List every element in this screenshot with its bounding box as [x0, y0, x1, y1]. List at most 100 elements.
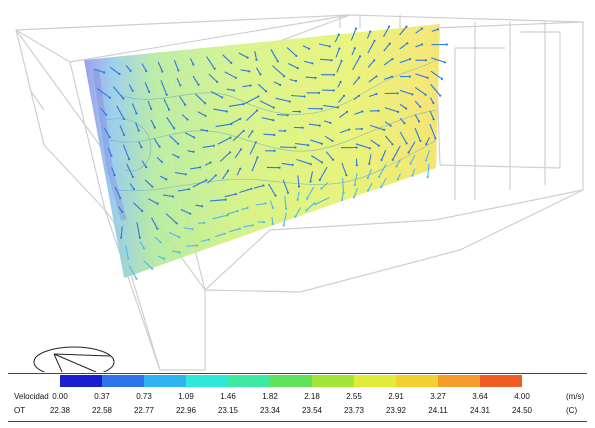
velocity-vector: [111, 167, 116, 176]
velocity-vector-head: [145, 69, 148, 73]
velocity-vector: [399, 89, 413, 95]
velocity-vector-head: [138, 236, 141, 239]
velocity-vector-head: [366, 176, 369, 180]
velocity-vector: [268, 183, 276, 196]
velocity-vector: [238, 52, 248, 59]
velocity-vector-head: [228, 151, 232, 154]
velocity-vector-head: [204, 102, 207, 105]
velocity-tick-label: 1.82: [262, 392, 278, 401]
velocity-vector: [384, 135, 393, 145]
velocity-vector: [210, 91, 223, 98]
velocity-vector-head: [417, 120, 421, 123]
velocity-vector-head: [248, 70, 251, 73]
velocity-vector: [308, 123, 320, 127]
velocity-vector: [273, 81, 281, 86]
velocity-vector: [97, 88, 111, 99]
legend-table: Velocidad 0.00 0.37 0.73 1.09 1.46 1.82 2.18 2.…: [0, 372, 595, 428]
velocity-vector-head: [221, 96, 224, 99]
velocity-vector: [318, 43, 330, 47]
velocity-vector: [243, 224, 253, 228]
velocity-vector-head: [380, 185, 383, 189]
velocity-tick-label: 2.18: [304, 392, 320, 401]
velocity-vector: [384, 121, 392, 127]
velocity-vector-head: [331, 139, 334, 142]
velocity-vector: [228, 103, 244, 107]
velocity-vector-head: [337, 33, 340, 36]
velocity-vector: [325, 151, 334, 161]
velocity-vector: [295, 142, 309, 146]
velocity-tick-label: 0.73: [136, 392, 152, 401]
velocity-vector: [128, 84, 134, 92]
velocity-vector-head: [296, 67, 299, 70]
velocity-vector-head: [321, 161, 324, 164]
color-swatch: [480, 375, 522, 387]
room-scene: [15, 14, 584, 372]
velocity-vector-head: [105, 113, 108, 116]
velocity-vector: [415, 43, 423, 48]
velocity-vector: [309, 171, 314, 182]
velocity-vector: [311, 155, 323, 163]
velocity-vector: [369, 124, 385, 131]
velocity-vector-head: [353, 184, 356, 187]
color-swatch: [102, 375, 144, 387]
velocity-vector: [177, 188, 190, 192]
velocity-vector-head: [403, 122, 406, 125]
velocity-vector: [154, 236, 161, 243]
velocity-vector: [399, 131, 408, 144]
velocity-vector-head: [303, 95, 306, 98]
velocity-vector-head: [375, 92, 378, 96]
velocity-vector-head: [230, 61, 233, 64]
velocity-tick-label: 4.00: [514, 392, 530, 401]
velocity-vector: [334, 34, 340, 43]
velocity-vector-head: [278, 166, 281, 169]
velocity-vector: [272, 65, 285, 77]
velocity-vector: [197, 111, 206, 117]
velocity-unit: (m/s): [566, 392, 585, 401]
velocity-vector: [399, 117, 405, 124]
velocity-vector-head: [355, 164, 358, 167]
velocity-vector-head: [419, 105, 422, 108]
velocity-vector-head: [329, 121, 332, 124]
velocity-vector: [219, 151, 231, 163]
velocity-vector: [133, 202, 143, 212]
cfd-3d-viewport[interactable]: [0, 0, 595, 372]
velocity-vector-head: [256, 109, 259, 112]
velocity-vector-head: [236, 209, 239, 213]
velocity-vector-head: [184, 173, 187, 176]
velocity-vector: [410, 154, 416, 164]
velocity-vector: [202, 145, 214, 148]
color-swatch: [228, 375, 270, 387]
velocity-vector: [239, 188, 252, 194]
velocity-vector: [355, 143, 371, 149]
velocity-vector: [367, 168, 373, 179]
velocity-vector-head: [205, 179, 208, 182]
velocity-vector-head: [318, 124, 321, 127]
velocity-vector: [224, 193, 237, 198]
velocity-vector: [109, 66, 120, 75]
velocity-vector: [319, 166, 328, 181]
color-swatch: [186, 375, 228, 387]
velocity-vector-head: [377, 144, 380, 147]
velocity-vector-head: [177, 69, 180, 72]
velocity-vector-head: [199, 166, 202, 169]
velocity-vector-head: [127, 257, 130, 260]
velocity-vector-head: [318, 178, 321, 181]
velocity-vector: [367, 183, 373, 191]
velocity-vector-head: [204, 114, 207, 117]
velocity-vector-head: [186, 118, 189, 121]
velocity-vector-head: [359, 55, 362, 58]
velocity-vector: [251, 157, 259, 172]
velocity-vector: [249, 142, 257, 155]
velocity-vector: [286, 47, 297, 57]
velocity-vector-head: [369, 30, 372, 33]
velocity-vector-head: [420, 43, 424, 46]
velocity-vector-head: [121, 210, 124, 213]
velocity-vector-head: [163, 257, 166, 260]
velocity-vector: [245, 110, 258, 122]
velocity-vector: [244, 96, 259, 105]
velocity-vector-head: [282, 224, 285, 227]
velocity-vector: [324, 135, 333, 142]
velocity-vector: [253, 184, 264, 189]
velocity-vector-head: [373, 39, 376, 43]
velocity-vector-head: [257, 95, 260, 98]
